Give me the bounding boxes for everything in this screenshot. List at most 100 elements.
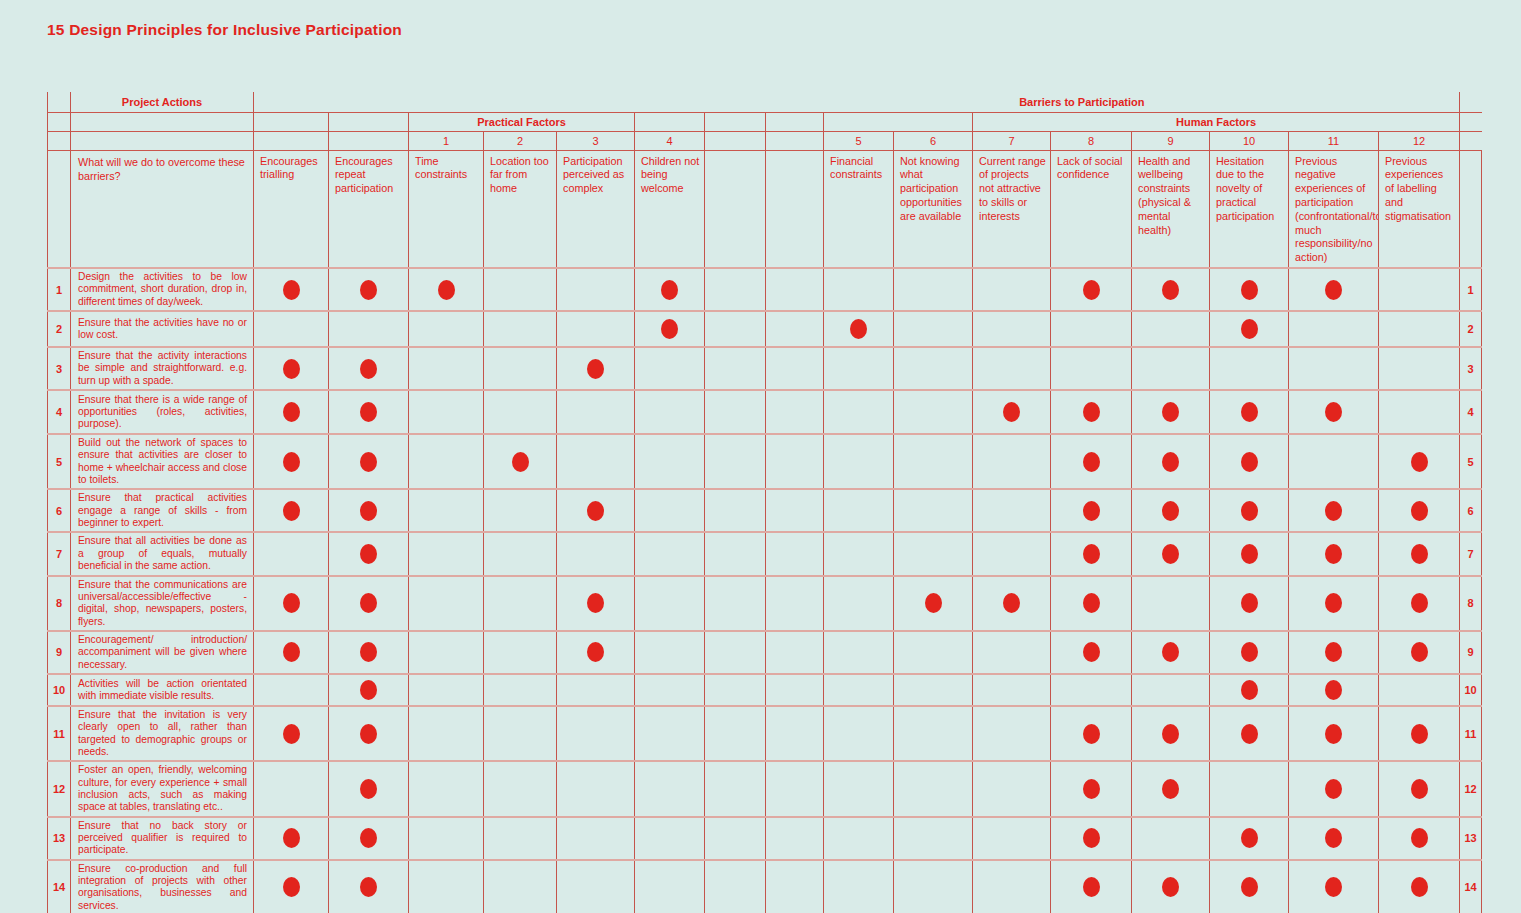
encourages-repeat-header: Encourages repeat participation bbox=[329, 150, 409, 268]
factor-cell bbox=[894, 347, 973, 390]
row-number-right: 6 bbox=[1460, 489, 1482, 532]
factor-cell bbox=[635, 434, 705, 489]
practical-factors-header: Practical Factors bbox=[409, 112, 635, 131]
factor-cell bbox=[894, 532, 973, 575]
factor-cell bbox=[1210, 631, 1289, 674]
row-number-right: 10 bbox=[1460, 674, 1482, 706]
dot-mark-icon bbox=[587, 501, 604, 521]
action-text: Ensure that the activity interactions be… bbox=[71, 347, 254, 390]
factor-cell bbox=[824, 532, 894, 575]
factor-cell bbox=[1132, 532, 1210, 575]
dot-mark-icon bbox=[1162, 452, 1179, 472]
factor-cell bbox=[1132, 311, 1210, 347]
dot-mark-icon bbox=[1411, 593, 1428, 613]
blank-cell bbox=[705, 674, 766, 706]
factor-label: Children not being welcome bbox=[635, 150, 705, 268]
factor-cell bbox=[973, 347, 1051, 390]
dot-mark-icon bbox=[1411, 544, 1428, 564]
factor-cell bbox=[635, 761, 705, 816]
blank-cell bbox=[705, 817, 766, 860]
factor-cell bbox=[635, 817, 705, 860]
encourages-repeat-cell bbox=[329, 674, 409, 706]
factor-label: Previous experiences of labelling and st… bbox=[1379, 150, 1460, 268]
row-number-left: 13 bbox=[48, 817, 71, 860]
factor-cell bbox=[1289, 761, 1379, 816]
dot-mark-icon bbox=[587, 642, 604, 662]
dot-mark-icon bbox=[1411, 501, 1428, 521]
factor-cell bbox=[824, 706, 894, 761]
dot-mark-icon bbox=[283, 452, 300, 472]
dot-mark-icon bbox=[1325, 828, 1342, 848]
dot-mark-icon bbox=[1411, 779, 1428, 799]
blank-cell bbox=[705, 489, 766, 532]
factor-cell bbox=[557, 489, 635, 532]
factor-cell bbox=[409, 311, 484, 347]
blank-cell bbox=[766, 390, 824, 434]
dot-mark-icon bbox=[360, 828, 377, 848]
row-number-right: 13 bbox=[1460, 817, 1482, 860]
factor-cell bbox=[409, 434, 484, 489]
factor-cell bbox=[973, 761, 1051, 816]
factor-cell bbox=[973, 576, 1051, 631]
factor-cell bbox=[1289, 860, 1379, 913]
dot-mark-icon bbox=[1083, 402, 1100, 422]
factor-cell bbox=[1379, 489, 1460, 532]
factor-cell bbox=[1379, 268, 1460, 311]
factor-cell bbox=[1051, 434, 1132, 489]
corner-cell bbox=[1460, 92, 1482, 112]
dot-mark-icon bbox=[1241, 680, 1258, 700]
factor-cell bbox=[409, 761, 484, 816]
encourages-repeat-cell bbox=[329, 311, 409, 347]
dot-mark-icon bbox=[1083, 828, 1100, 848]
question-header: What will we do to overcome these barrie… bbox=[71, 150, 254, 268]
dot-mark-icon bbox=[283, 828, 300, 848]
factor-cell bbox=[1289, 817, 1379, 860]
dot-mark-icon bbox=[360, 402, 377, 422]
factor-cell bbox=[1289, 489, 1379, 532]
factor-label: Current range of projects not attractive… bbox=[973, 150, 1051, 268]
factor-cell bbox=[1289, 631, 1379, 674]
encourages-repeat-cell bbox=[329, 860, 409, 913]
encourages-trialling-cell bbox=[254, 311, 329, 347]
factor-cell bbox=[1132, 631, 1210, 674]
encourages-trialling-cell bbox=[254, 631, 329, 674]
factor-cell bbox=[894, 489, 973, 532]
page: 15 Design Principles for Inclusive Parti… bbox=[0, 0, 1521, 913]
factor-cell bbox=[557, 390, 635, 434]
factor-cell bbox=[1210, 817, 1289, 860]
encourages-repeat-cell bbox=[329, 390, 409, 434]
row-number-right: 1 bbox=[1460, 268, 1482, 311]
factor-cell bbox=[1379, 631, 1460, 674]
encourages-trialling-cell bbox=[254, 817, 329, 860]
action-text: Ensure that all activities be done as a … bbox=[71, 532, 254, 575]
table-row: 13Ensure that no back story or perceived… bbox=[48, 817, 1482, 860]
blank-cell bbox=[766, 706, 824, 761]
dot-mark-icon bbox=[1241, 280, 1258, 300]
row-number-left: 3 bbox=[48, 347, 71, 390]
dot-mark-icon bbox=[1162, 642, 1179, 662]
factor-cell bbox=[1051, 706, 1132, 761]
factor-cell bbox=[894, 311, 973, 347]
dot-mark-icon bbox=[1162, 877, 1179, 897]
dot-mark-icon bbox=[1241, 593, 1258, 613]
factor-cell bbox=[484, 817, 557, 860]
factor-cell bbox=[1210, 576, 1289, 631]
dot-mark-icon bbox=[1162, 402, 1179, 422]
row-number-left: 6 bbox=[48, 489, 71, 532]
factor-cell bbox=[1379, 674, 1460, 706]
factor-cell bbox=[635, 347, 705, 390]
header-factor-numbers-row: 123456789101112 bbox=[48, 131, 1482, 150]
factor-cell bbox=[1289, 268, 1379, 311]
spacer-cell bbox=[48, 131, 71, 150]
blank-cell bbox=[766, 489, 824, 532]
blank-cell bbox=[766, 860, 824, 913]
factor-cell bbox=[894, 817, 973, 860]
spacer-cell bbox=[1460, 150, 1482, 268]
action-text: Ensure that the invitation is very clear… bbox=[71, 706, 254, 761]
action-text: Foster an open, friendly, welcoming cult… bbox=[71, 761, 254, 816]
factor-cell bbox=[1289, 576, 1379, 631]
blank-cell bbox=[766, 674, 824, 706]
dot-mark-icon bbox=[850, 319, 867, 339]
dot-mark-icon bbox=[1325, 779, 1342, 799]
dot-mark-icon bbox=[1411, 724, 1428, 744]
